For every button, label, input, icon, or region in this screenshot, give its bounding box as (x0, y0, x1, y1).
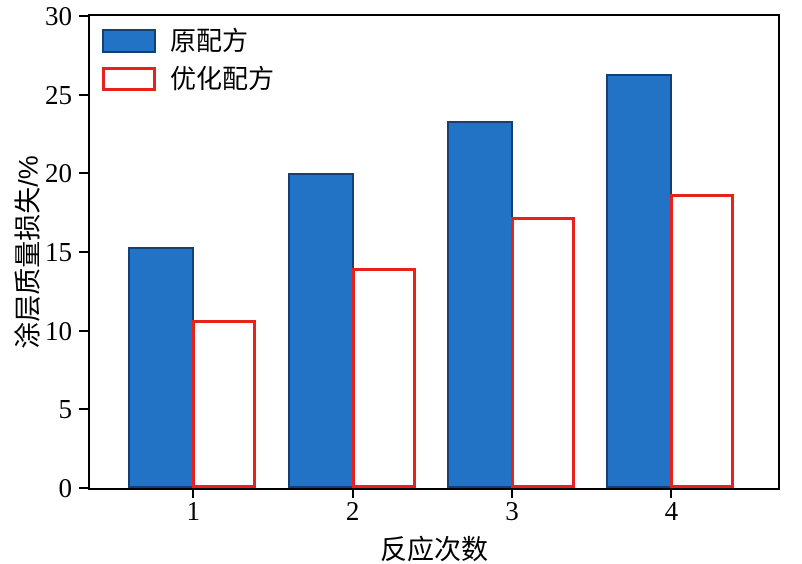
x-tick-label: 1 (186, 496, 200, 526)
legend-swatch (102, 29, 156, 53)
y-tick-label: 0 (58, 473, 73, 503)
bar-optimized (351, 268, 416, 488)
y-tick-mark (79, 251, 88, 253)
legend-swatch (102, 67, 156, 91)
legend-label: 原配方 (170, 26, 249, 56)
x-tick-mark (511, 490, 514, 498)
y-tick-label: 15 (45, 237, 72, 267)
y-tick-label: 30 (45, 1, 72, 31)
y-tick-mark (79, 487, 88, 489)
x-axis-title: 反应次数 (380, 535, 488, 564)
x-tick-mark (351, 490, 354, 498)
y-tick-label: 5 (58, 394, 73, 425)
legend-item: 优化配方 (102, 64, 274, 94)
x-tick-label: 2 (345, 496, 360, 526)
y-tick-mark (79, 15, 88, 17)
x-tick-mark (192, 490, 195, 498)
legend-label: 优化配方 (170, 64, 275, 94)
legend: 原配方 优化配方 (102, 26, 274, 102)
bar-optimized (192, 320, 257, 488)
y-tick-mark (79, 408, 88, 411)
y-tick-mark (79, 329, 88, 332)
legend-item: 原配方 (102, 26, 274, 56)
bar-optimized (670, 194, 735, 488)
y-tick-label: 20 (45, 158, 72, 189)
y-tick-mark (79, 172, 88, 175)
y-tick-label: 10 (45, 315, 72, 346)
x-tick-label: 4 (664, 496, 679, 526)
y-tick-label: 25 (45, 79, 72, 110)
x-tick-mark (670, 490, 673, 498)
bar-optimized (511, 217, 576, 488)
x-tick-label: 3 (505, 496, 519, 526)
bar-original (606, 74, 673, 488)
y-tick-mark (79, 93, 88, 96)
plot-area (88, 14, 780, 490)
bar-original (128, 247, 195, 488)
